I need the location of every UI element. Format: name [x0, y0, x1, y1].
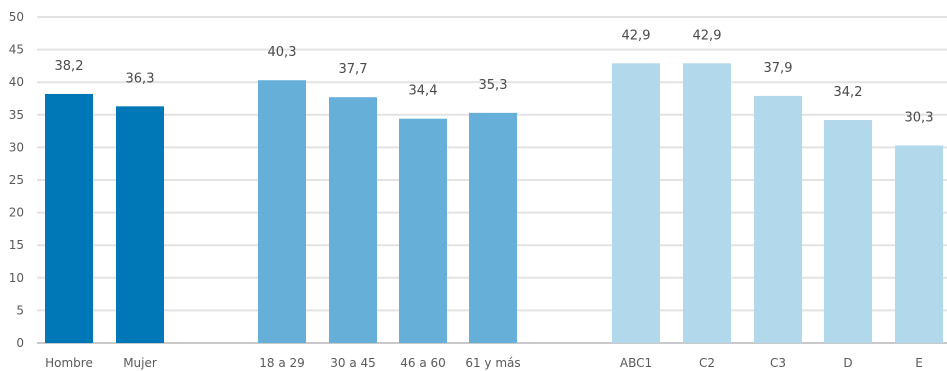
data-label: 42,9: [693, 28, 722, 43]
bar: [399, 118, 447, 343]
bar: [754, 95, 802, 343]
data-label: 42,9: [622, 28, 651, 43]
bar: [612, 63, 660, 344]
y-tick-label: 0: [16, 336, 24, 350]
data-label: 34,2: [834, 85, 863, 100]
x-axis-labels: Hombre Mujer 18 a 29 30 a 45 46 a 60 61 y más…: [45, 356, 923, 370]
data-label: 30,3: [905, 110, 934, 125]
y-tick-label: 5: [16, 303, 24, 317]
bar: [329, 97, 377, 343]
y-tick-label: 20: [9, 206, 24, 220]
data-label: 37,9: [764, 61, 793, 76]
x-tick-label: 30 a 45: [330, 356, 376, 370]
bar: [45, 93, 93, 343]
bar: [258, 80, 306, 343]
data-label: 34,4: [409, 84, 438, 99]
data-label: 38,2: [55, 59, 84, 74]
data-label: 40,3: [268, 45, 297, 60]
x-tick-label: D: [843, 356, 852, 370]
x-tick-label: 18 a 29: [259, 356, 305, 370]
y-tick-label: 15: [9, 238, 24, 252]
bars: [45, 63, 943, 344]
y-tick-label: 10: [9, 271, 24, 285]
y-tick-label: 30: [9, 140, 24, 154]
x-tick-label: Hombre: [45, 356, 93, 370]
data-label: 35,3: [479, 78, 508, 93]
y-axis-ticks: 0 5 10 15 20 25 30 35 40 45 50: [9, 10, 24, 350]
y-tick-label: 35: [9, 108, 24, 122]
bar: [469, 112, 517, 344]
data-label: 37,7: [339, 62, 368, 77]
x-tick-label: E: [915, 356, 923, 370]
bar: [895, 145, 943, 343]
x-tick-label: ABC1: [620, 356, 652, 370]
y-tick-label: 40: [9, 75, 24, 89]
y-tick-label: 25: [9, 173, 24, 187]
y-tick-label: 45: [9, 43, 24, 57]
data-label: 36,3: [126, 71, 155, 86]
x-tick-label: Mujer: [123, 356, 157, 370]
bar: [824, 120, 872, 344]
x-tick-label: 61 y más: [465, 356, 520, 370]
bar: [683, 63, 731, 344]
bar: [116, 106, 164, 343]
data-labels: 38,2 36,3 40,3 37,7 34,4 35,3 42,9 42,9 37,9 34,2…: [55, 28, 934, 125]
x-tick-label: C2: [699, 356, 715, 370]
y-tick-label: 50: [9, 10, 24, 24]
x-tick-label: C3: [770, 356, 786, 370]
x-tick-label: 46 a 60: [400, 356, 446, 370]
